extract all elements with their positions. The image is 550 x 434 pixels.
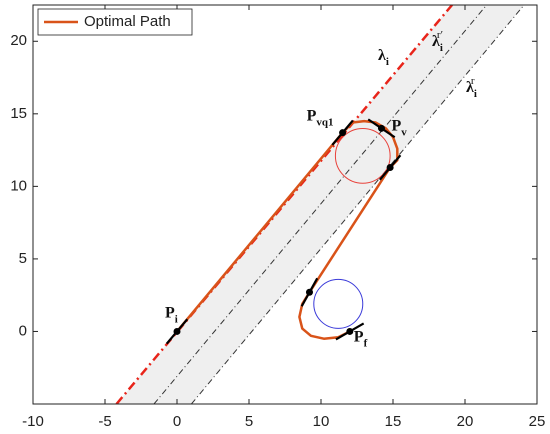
reference-line (191, 5, 525, 404)
waypoint (377, 124, 385, 132)
y-tick-label: 5 (19, 250, 27, 267)
y-tick-label: 20 (10, 32, 27, 49)
x-tick-label: 5 (245, 413, 253, 430)
point-label-sub: f (364, 337, 368, 349)
point-label-sub: i (175, 313, 178, 325)
line-label-sub: i (440, 42, 443, 54)
waypoint (339, 129, 347, 137)
plot (115, 5, 525, 404)
x-tick-label: 20 (457, 413, 474, 430)
turn-circle (313, 278, 364, 329)
y-tick-label: 10 (10, 177, 27, 194)
line-label-base: λ (466, 79, 474, 96)
line-label: λir′ (432, 29, 443, 54)
point-label-base: P (165, 304, 175, 321)
point-label-sub: v (401, 126, 407, 138)
x-tick-label: -10 (22, 413, 44, 430)
line-label-base: λ (432, 33, 440, 50)
point-label: Pi (165, 304, 178, 325)
x-tick-label: 0 (173, 413, 181, 430)
axes-box (32, 4, 538, 405)
point-label: Pvq1 (307, 108, 334, 129)
x-tick-label: 10 (313, 413, 330, 430)
line-label-sub: i (474, 88, 477, 100)
reference-line (153, 5, 487, 404)
point-label-base: P (307, 108, 317, 125)
line-label-sup: r′ (437, 29, 443, 41)
point-label-sub: vq1 (316, 117, 333, 129)
line-label: λir (466, 75, 477, 100)
line-label-sub: i (386, 56, 389, 68)
line-label: λi (378, 47, 389, 68)
x-tick-label: -5 (98, 413, 111, 430)
point-label: Pv (391, 117, 407, 138)
point-label-base: P (354, 328, 364, 345)
line-label-base: λ (378, 47, 386, 64)
waypoint (305, 288, 313, 296)
waypoint (346, 327, 354, 335)
legend: Optimal Path (37, 8, 193, 36)
band (116, 5, 525, 404)
y-tick-label: 0 (19, 322, 27, 339)
waypoint (173, 327, 181, 335)
point-label: Pf (354, 328, 368, 349)
y-tick-label: 15 (10, 105, 27, 122)
x-tick-label: 25 (529, 413, 546, 430)
waypoint (386, 164, 394, 172)
x-tick-label: 15 (385, 413, 402, 430)
line-label-sup: r (471, 75, 475, 87)
legend-label: Optimal Path (84, 13, 171, 30)
turn-circle (334, 128, 391, 184)
point-label-base: P (391, 117, 401, 134)
